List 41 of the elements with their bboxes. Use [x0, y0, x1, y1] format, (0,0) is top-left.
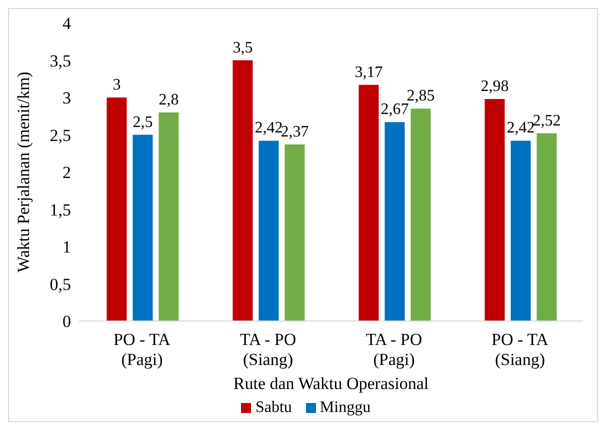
x-tick-label: PO - TA (Siang) [492, 330, 550, 369]
bar [510, 140, 531, 321]
data-label: 2,37 [280, 123, 309, 140]
bar [536, 133, 557, 321]
y-tick-label: 4 [62, 14, 72, 34]
x-tick-label: TA - PO (Pagi) [366, 330, 422, 369]
bar [284, 144, 305, 321]
data-label: 2,5 [132, 114, 153, 131]
data-label: 3,17 [354, 64, 383, 81]
x-tick-label: PO - TA (Pagi) [114, 330, 172, 369]
data-label: 2,98 [480, 78, 509, 95]
bar [358, 84, 379, 321]
legend-label: Minggu [318, 399, 371, 417]
bar [132, 134, 153, 321]
data-label: 2,85 [406, 88, 435, 105]
data-label: 2,67 [380, 101, 409, 118]
y-tick-label: 0,5 [50, 274, 71, 294]
y-tick-label: 3,5 [50, 51, 71, 70]
y-tick-label: 3 [62, 88, 71, 108]
bar [106, 98, 127, 321]
y-tick-label: 1 [62, 238, 71, 257]
data-label: 3 [112, 76, 121, 94]
x-axis-title: Rute dan Waktu Operasional [233, 374, 429, 393]
bar [232, 60, 253, 321]
data-label: 2,42 [506, 120, 535, 137]
y-tick-label: 0 [62, 312, 71, 332]
data-label: 2,52 [532, 112, 561, 130]
bar [384, 122, 405, 321]
bar [158, 112, 179, 321]
bar [258, 140, 279, 321]
y-tick-label: 2,5 [50, 126, 71, 145]
x-tick-label: TA - PO (Siang) [240, 330, 296, 369]
data-label: 2,8 [158, 91, 179, 108]
data-label: 2,42 [254, 120, 283, 137]
y-tick-label: 1,5 [50, 200, 71, 220]
legend-label: Sabtu [254, 399, 292, 417]
bar [484, 98, 505, 321]
y-tick-label: 2 [62, 163, 71, 182]
bar [410, 108, 431, 321]
y-axis-title: Waktu Perjalanan (menit/km) [14, 72, 34, 272]
data-label: 3,5 [232, 39, 253, 56]
